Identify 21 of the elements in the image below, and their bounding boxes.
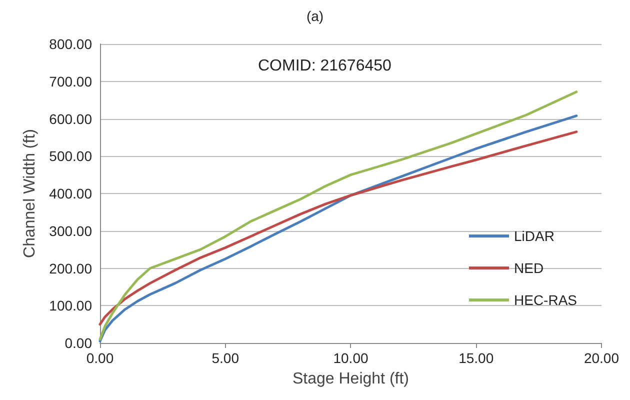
x-tick-label: 10.00 [333, 350, 368, 366]
y-tick-label: 800.00 [49, 36, 92, 52]
y-tick-label: 700.00 [49, 73, 92, 90]
legend-label: NED [514, 260, 544, 276]
legend-label: LiDAR [514, 228, 554, 244]
y-axis-title: Channel Width (ft) [22, 129, 38, 258]
y-tick-label: 400.00 [49, 186, 92, 202]
y-tick-label: 0.00 [64, 335, 92, 351]
y-tick-label: 100.00 [49, 298, 92, 314]
legend-label: HEC-RAS [514, 292, 578, 308]
y-tick-label: 300.00 [49, 222, 92, 239]
y-tick-label: 500.00 [49, 148, 92, 164]
annotation: COMID: 21676450 [258, 58, 392, 74]
y-tick-label: 200.00 [49, 260, 92, 276]
x-axis-title: Stage Height (ft) [292, 370, 409, 388]
x-tick-label: 15.00 [458, 350, 494, 366]
x-tick-label: 0.00 [86, 350, 114, 366]
x-tick-label: 20.00 [584, 350, 620, 366]
chart-title: (a) [306, 8, 324, 24]
x-tick-label: 5.00 [212, 350, 240, 366]
y-tick-label: 600.00 [49, 110, 92, 127]
